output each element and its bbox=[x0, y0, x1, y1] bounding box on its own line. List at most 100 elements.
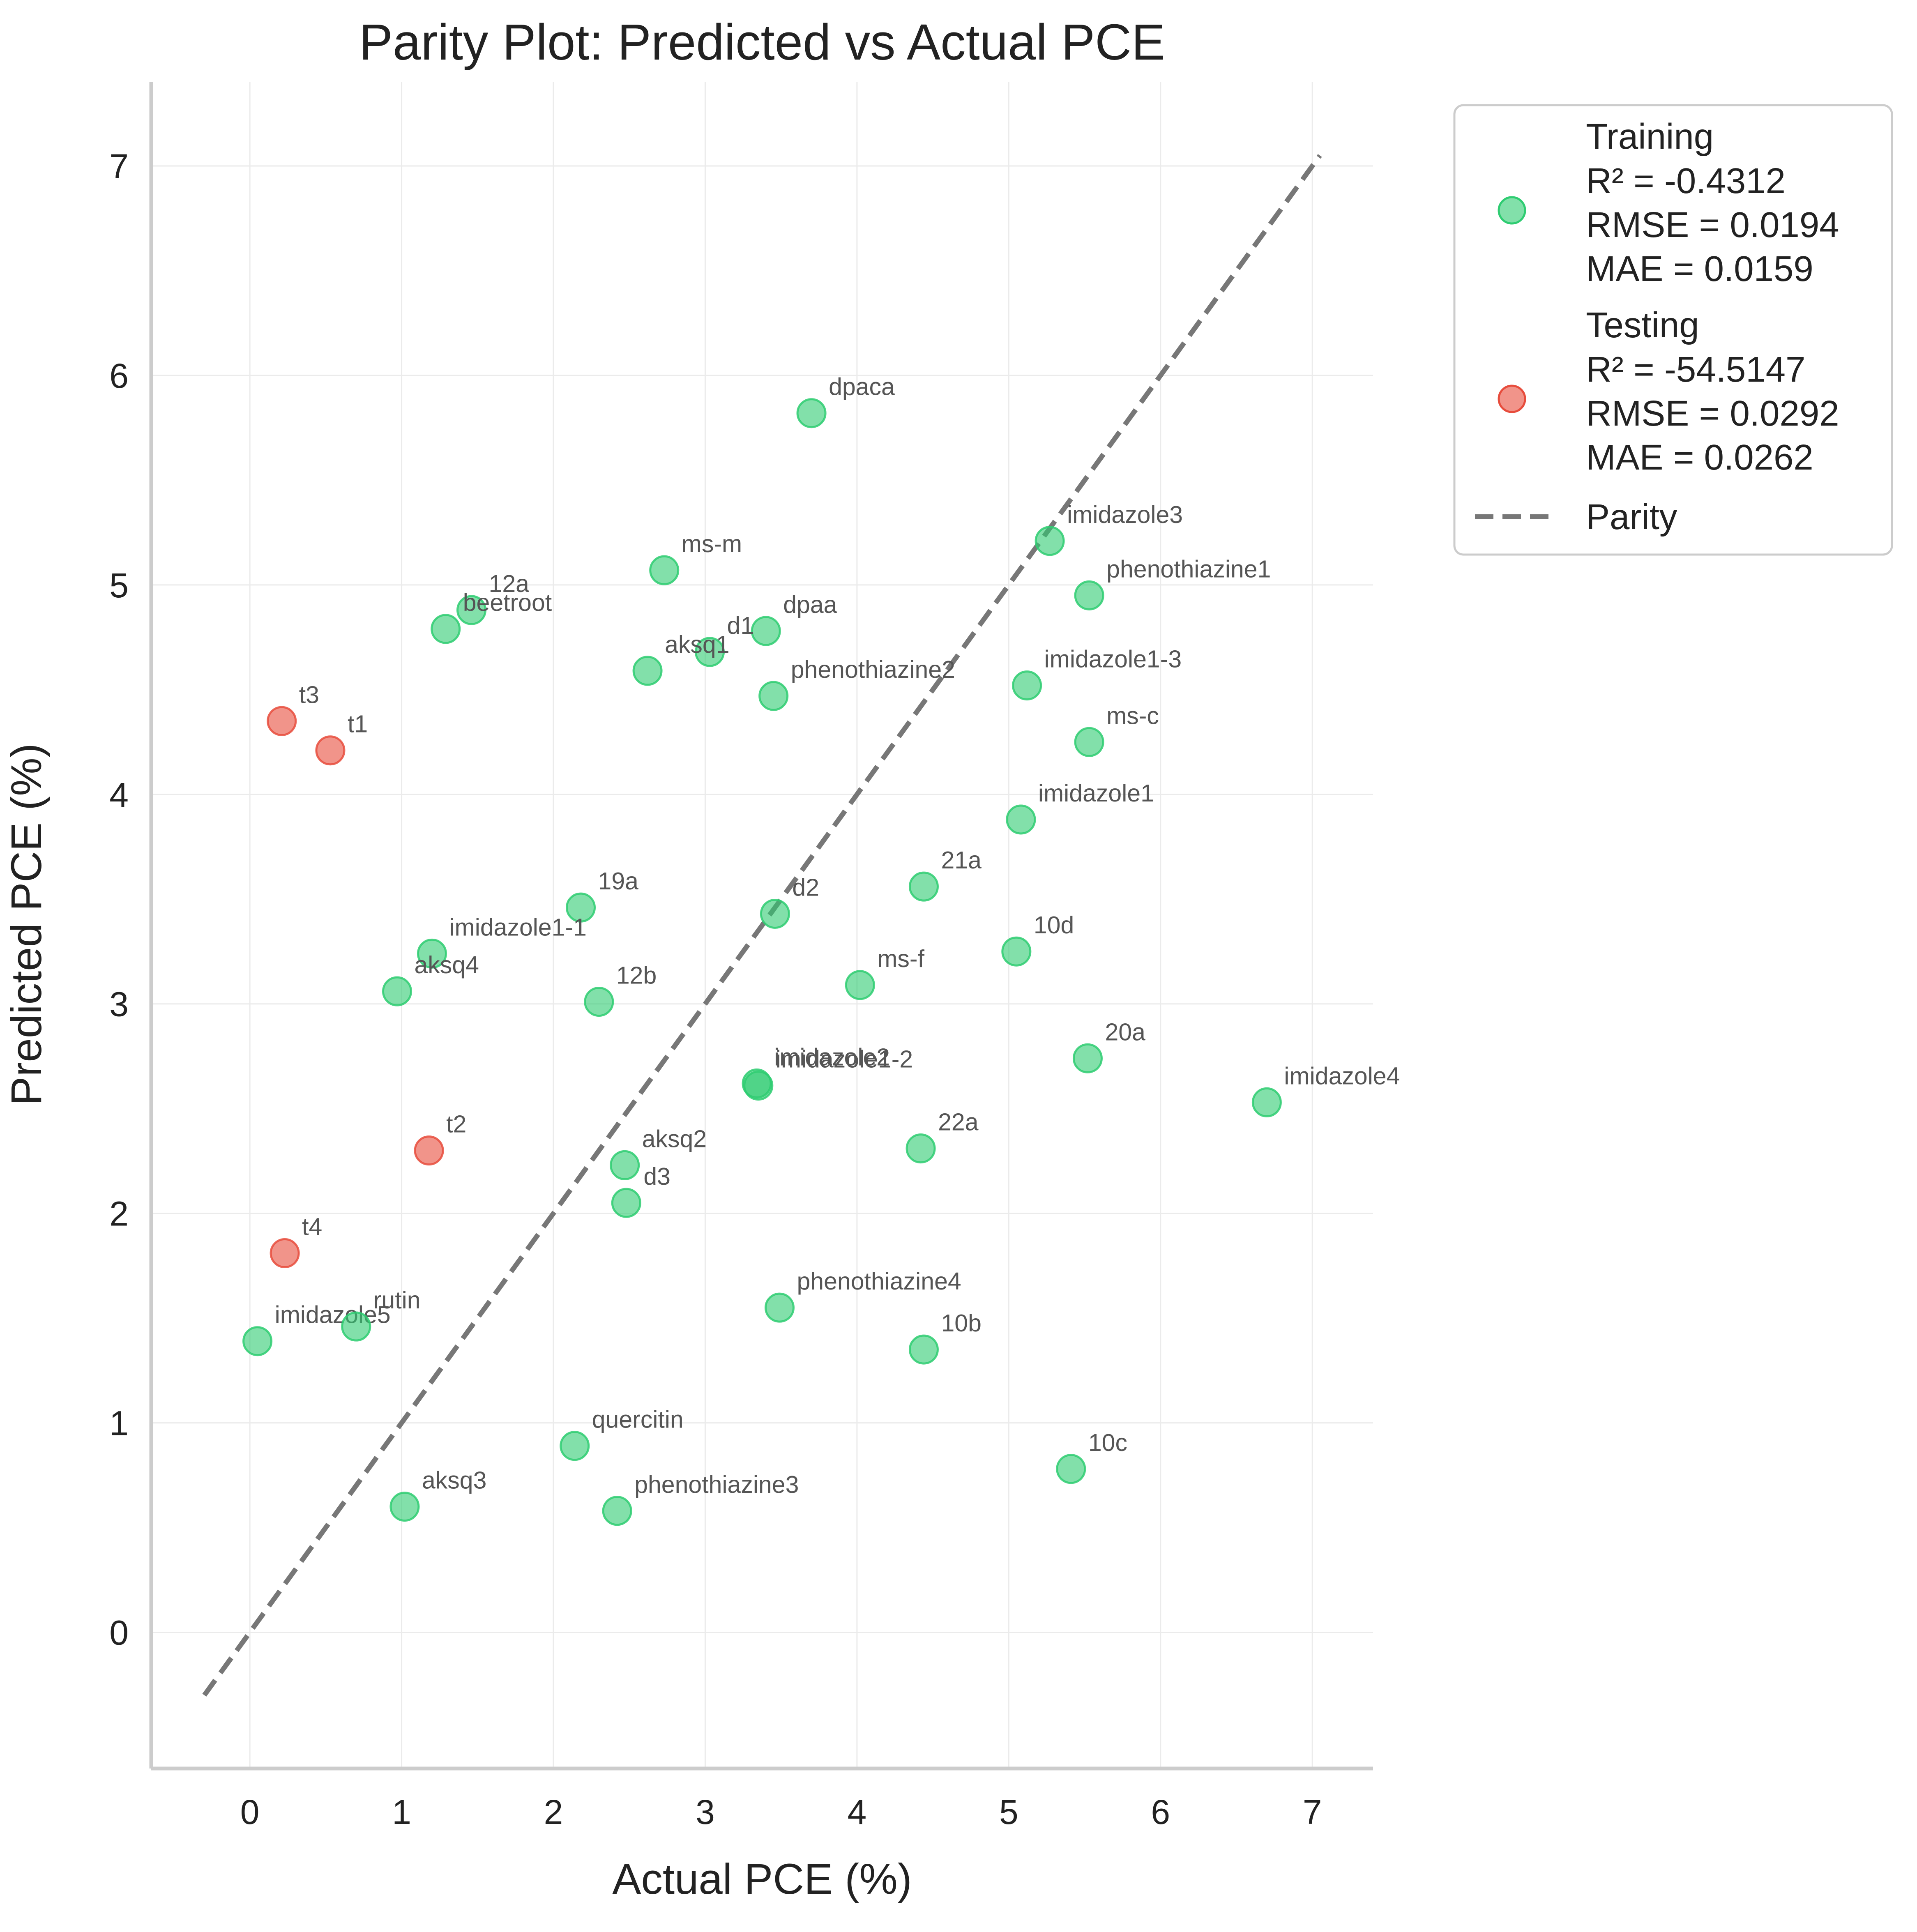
data-point bbox=[270, 1238, 300, 1269]
data-point bbox=[560, 1431, 590, 1461]
data-point bbox=[1074, 727, 1104, 757]
data-point bbox=[414, 1135, 444, 1166]
axes: 0 1 2 3 4 5 6 7 0 1 2 3 4 5 6 7 bbox=[109, 82, 1373, 1831]
point-label: 22a bbox=[938, 1109, 979, 1136]
x-tick-label: 7 bbox=[1303, 1793, 1322, 1831]
legend-testing-rmse: RMSE = 0.0292 bbox=[1586, 394, 1839, 433]
x-tick-label: 6 bbox=[1151, 1793, 1170, 1831]
legend-box bbox=[1453, 104, 1893, 556]
data-point bbox=[242, 1326, 273, 1356]
point-label: imidazole1-2 bbox=[776, 1046, 913, 1073]
point-label: imidazole2 bbox=[774, 1044, 890, 1071]
point-label: 10d bbox=[1034, 912, 1074, 939]
point-label: aksq1 bbox=[665, 631, 729, 658]
point-label: 21a bbox=[941, 847, 982, 874]
y-axis-label: Predicted PCE (%) bbox=[2, 743, 51, 1105]
point-label: 12a bbox=[489, 570, 530, 597]
point-label: t4 bbox=[302, 1214, 322, 1241]
parity-line bbox=[202, 154, 1322, 1697]
point-label: quercitin bbox=[592, 1406, 684, 1433]
data-point bbox=[610, 1150, 640, 1180]
point-label: imidazole3 bbox=[1067, 501, 1183, 528]
legend-testing-r2: R² = -54.5147 bbox=[1586, 350, 1805, 389]
data-point bbox=[1035, 526, 1065, 556]
x-tick-label: 3 bbox=[696, 1793, 715, 1831]
point-label: phenothiazine2 bbox=[791, 656, 955, 683]
legend-training-rmse: RMSE = 0.0194 bbox=[1586, 205, 1839, 245]
x-tick-label: 0 bbox=[240, 1793, 260, 1831]
data-point bbox=[1074, 580, 1104, 610]
y-tick-label: 5 bbox=[109, 566, 129, 605]
data-point bbox=[764, 1292, 795, 1323]
data-point bbox=[760, 898, 790, 929]
grid bbox=[151, 82, 1373, 1769]
point-label: aksq4 bbox=[414, 951, 479, 979]
point-label: t2 bbox=[446, 1111, 466, 1138]
data-point bbox=[611, 1188, 641, 1218]
point-label: ms-m bbox=[682, 530, 742, 557]
point-label: phenothiazine3 bbox=[634, 1471, 799, 1498]
point-label: 10b bbox=[941, 1310, 981, 1337]
legend-training-label: Training bbox=[1586, 117, 1714, 157]
series-testing: t3 t1 t2 t4 bbox=[267, 681, 466, 1269]
point-label: imidazole4 bbox=[1284, 1062, 1400, 1089]
data-point bbox=[1012, 670, 1042, 701]
point-label: ms-f bbox=[877, 945, 924, 972]
point-label: 10c bbox=[1088, 1429, 1127, 1456]
data-point bbox=[1001, 936, 1032, 967]
point-label: imidazole1 bbox=[1038, 780, 1154, 807]
point-label: 12b bbox=[616, 962, 657, 989]
x-tick-label: 1 bbox=[392, 1793, 411, 1831]
data-point bbox=[382, 976, 412, 1006]
data-point bbox=[431, 614, 461, 644]
data-point bbox=[456, 595, 487, 625]
data-point bbox=[566, 892, 596, 923]
y-tick-label: 1 bbox=[109, 1404, 129, 1443]
data-point bbox=[908, 871, 939, 902]
point-label: imidazole1-3 bbox=[1044, 646, 1182, 673]
data-point bbox=[389, 1492, 420, 1522]
y-tick-label: 2 bbox=[109, 1195, 129, 1233]
point-label: imidazole5 bbox=[275, 1301, 391, 1329]
point-label: d2 bbox=[792, 874, 819, 901]
parity-line-layer bbox=[202, 154, 1322, 1697]
data-point bbox=[602, 1496, 632, 1526]
x-tick-label: 5 bbox=[999, 1793, 1018, 1831]
chart-title: Parity Plot: Predicted vs Actual PCE bbox=[359, 14, 1165, 71]
point-label: rutin bbox=[373, 1287, 421, 1314]
point-label: phenothiazine4 bbox=[797, 1268, 961, 1295]
y-tick-label: 4 bbox=[109, 776, 129, 814]
legend-training-mae: MAE = 0.0159 bbox=[1586, 249, 1813, 289]
series-training: dpaca imidazole3 ms-m phenothiazine1 12abeet… bbox=[242, 373, 1400, 1526]
legend-testing-label: Testing bbox=[1586, 305, 1699, 345]
data-point bbox=[417, 938, 447, 969]
data-point bbox=[1006, 804, 1036, 835]
data-point bbox=[1056, 1454, 1086, 1484]
y-tick-label: 7 bbox=[109, 147, 129, 186]
point-label: ms-c bbox=[1106, 702, 1159, 729]
points-layer: dpaca imidazole3 ms-m phenothiazine1 12abeet… bbox=[242, 373, 1400, 1526]
legend-parity-label: Parity bbox=[1586, 497, 1677, 537]
legend-testing-mae: MAE = 0.0262 bbox=[1586, 438, 1813, 477]
point-label: imidazole1-1 bbox=[449, 914, 587, 941]
point-label: phenothiazine1 bbox=[1106, 555, 1271, 583]
legend: Training R² = -0.4312 RMSE = 0.0194 MAE … bbox=[1453, 104, 1893, 556]
data-point bbox=[315, 735, 346, 766]
data-point bbox=[845, 970, 875, 1000]
point-label: dpaa bbox=[783, 591, 837, 618]
point-label: d3 bbox=[643, 1163, 670, 1190]
data-point bbox=[1251, 1087, 1282, 1117]
data-point bbox=[906, 1133, 936, 1164]
data-point bbox=[908, 1334, 939, 1365]
x-tick-label: 2 bbox=[544, 1793, 563, 1831]
legend-training-r2: R² = -0.4312 bbox=[1586, 161, 1786, 201]
data-point bbox=[584, 987, 614, 1017]
y-tick-label: 6 bbox=[109, 357, 129, 395]
point-label: t1 bbox=[348, 711, 368, 738]
x-axis-label: Actual PCE (%) bbox=[612, 1855, 912, 1903]
data-point bbox=[632, 656, 663, 686]
data-point bbox=[341, 1311, 371, 1342]
data-point bbox=[796, 398, 827, 428]
y-tick-label: 3 bbox=[109, 985, 129, 1024]
